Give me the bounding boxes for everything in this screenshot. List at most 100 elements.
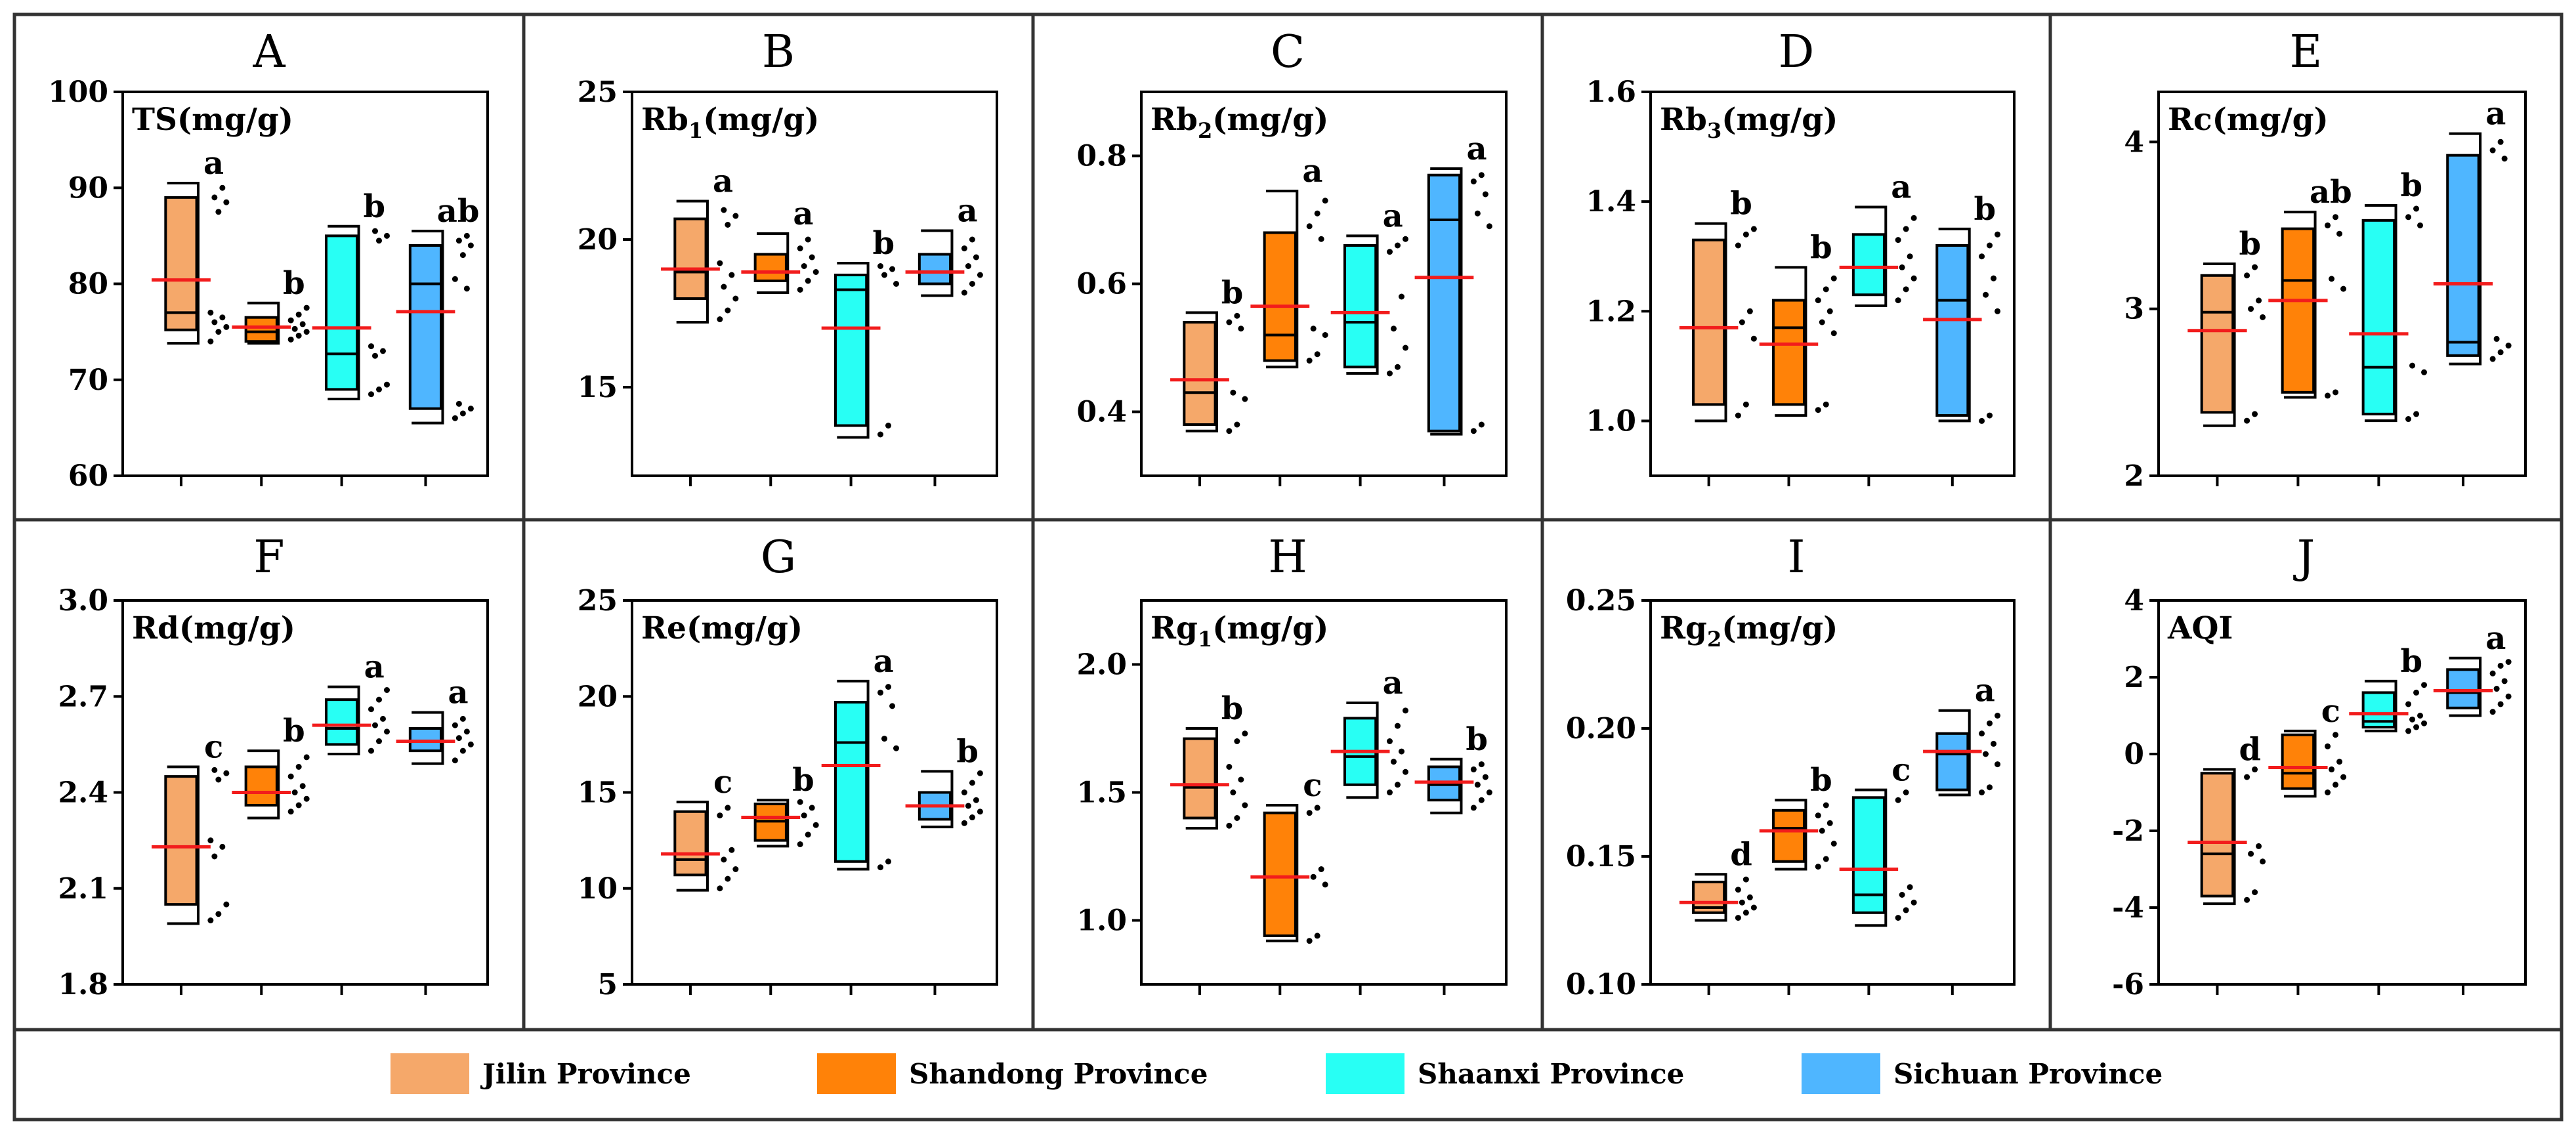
data-point	[805, 831, 811, 838]
data-point	[2329, 766, 2335, 772]
data-point	[1823, 286, 1829, 293]
legend-label: Sichuan Province	[1893, 1058, 2163, 1090]
whisker	[1430, 757, 1463, 814]
data-point	[1735, 242, 1741, 249]
data-point	[1830, 275, 1837, 282]
y-tick-label: 0.20	[1566, 712, 1636, 746]
data-point	[383, 687, 390, 693]
box	[2446, 154, 2480, 357]
data-point	[965, 263, 971, 269]
panel-H: H Rg1(mg/g) 1.0 1.5 2.0 b c a b	[1076, 532, 1508, 995]
box-sichuan-province: a	[2433, 620, 2512, 995]
data-point	[1318, 236, 1324, 242]
significance-letter: a	[874, 643, 894, 680]
data-point	[463, 232, 470, 239]
y-tick-label: 25	[578, 75, 618, 109]
data-point	[467, 242, 474, 249]
significance-letter: b	[956, 733, 979, 770]
significance-letter: b	[363, 188, 385, 225]
panel-letter: A	[252, 26, 285, 78]
box-shandong-province: c	[2268, 693, 2347, 995]
data-point	[881, 736, 887, 742]
data-point	[1234, 421, 1240, 428]
y-tick-label: 90	[68, 171, 108, 205]
data-point	[2333, 732, 2339, 738]
panel-title: AQI	[2167, 610, 2233, 646]
box-jilin-province: a	[152, 145, 230, 486]
significance-letter: a	[1302, 153, 1322, 190]
data-point	[2489, 670, 2496, 677]
data-point	[2256, 297, 2262, 304]
data-point	[1310, 326, 1317, 332]
data-point	[1482, 191, 1489, 198]
significance-letter: c	[1891, 752, 1911, 789]
data-point	[2340, 774, 2347, 780]
significance-letter: c	[713, 764, 732, 801]
data-point	[371, 228, 378, 234]
whisker	[412, 230, 444, 425]
data-point	[211, 766, 218, 773]
panel-title: Rb2(mg/g)	[1151, 102, 1328, 143]
data-point	[291, 326, 298, 332]
significance-letter: b	[2401, 643, 2423, 680]
box-jilin-province: b	[2187, 226, 2266, 486]
data-point	[2497, 349, 2504, 356]
box	[2281, 227, 2315, 394]
data-point	[1386, 789, 1393, 795]
data-point	[1234, 312, 1240, 319]
data-point	[207, 338, 214, 345]
data-point	[2252, 264, 2258, 270]
y-tick-label: 2.4	[58, 776, 108, 810]
data-point	[2505, 693, 2512, 700]
box-shaanxi-province: b	[2349, 643, 2428, 995]
data-point	[1402, 707, 1408, 714]
data-point	[375, 238, 382, 244]
y-tick-label: 10	[578, 872, 618, 906]
data-point	[1322, 332, 1328, 338]
data-point	[725, 875, 731, 882]
data-point	[893, 745, 899, 751]
data-point	[725, 307, 731, 314]
significance-letter: ab	[2310, 174, 2352, 211]
data-point	[1815, 812, 1821, 819]
data-point	[1742, 910, 1749, 916]
data-point	[1911, 215, 1917, 221]
whisker	[2284, 211, 2317, 399]
data-point	[797, 799, 803, 805]
data-point	[1903, 286, 1909, 293]
box-shaanxi-province: a	[1330, 198, 1408, 486]
data-point	[463, 285, 470, 292]
data-point	[215, 911, 222, 917]
data-point	[1394, 723, 1401, 729]
data-point	[1735, 887, 1741, 893]
data-point	[219, 184, 226, 191]
legend-swatch	[391, 1053, 469, 1094]
y-tick-label: 15	[578, 371, 618, 404]
whisker	[2365, 203, 2397, 423]
data-point	[877, 689, 883, 696]
data-point	[452, 757, 458, 764]
data-point	[2505, 343, 2512, 349]
data-point	[1314, 805, 1320, 811]
whisker	[412, 711, 444, 765]
data-point	[893, 281, 899, 287]
data-point	[459, 410, 466, 417]
whisker	[1185, 311, 1218, 432]
data-point	[2405, 701, 2412, 707]
legend-item-shaanxi-province: Shaanxi Province	[1326, 1053, 1684, 1094]
panel-title: Rc(mg/g)	[2168, 102, 2329, 138]
significance-letter: c	[204, 729, 223, 766]
box	[2361, 219, 2396, 415]
y-tick-label: 4	[2124, 125, 2144, 159]
data-point	[809, 254, 815, 261]
data-point	[877, 431, 883, 438]
figure-frame	[12, 12, 2564, 1122]
box	[1263, 231, 1297, 362]
data-point	[1735, 412, 1741, 419]
data-point	[1750, 226, 1757, 232]
plot-frame	[1649, 599, 2016, 986]
data-point	[459, 252, 466, 259]
data-point	[1899, 264, 1905, 270]
y-tick-label: 0	[2124, 738, 2144, 771]
